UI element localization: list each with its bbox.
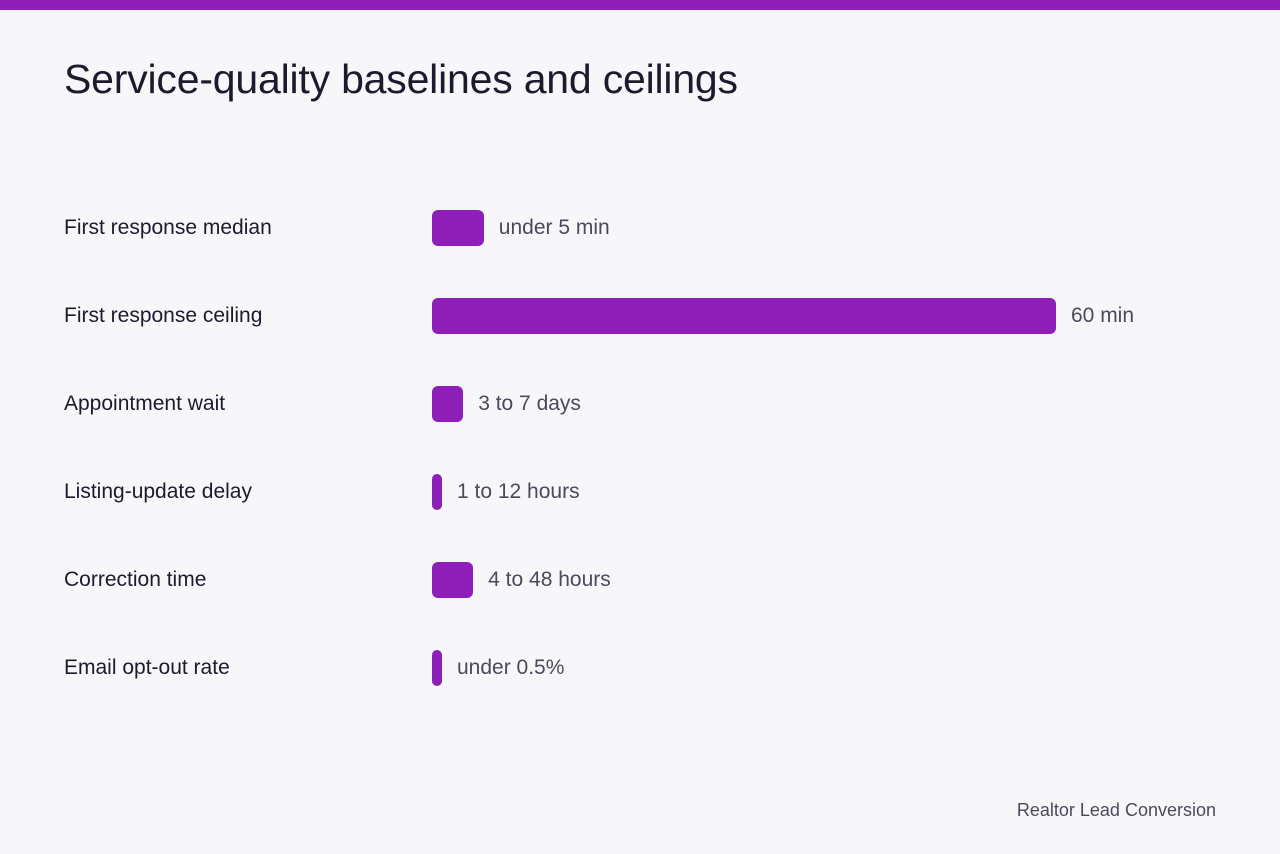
category-label: Appointment wait	[64, 392, 226, 415]
data-label: under 5 min	[498, 216, 610, 239]
data-label: 3 to 7 days	[478, 392, 581, 415]
top-accent-bar	[0, 0, 1280, 10]
bar	[432, 386, 464, 422]
bar	[432, 474, 442, 510]
bar	[432, 650, 442, 686]
category-label: Listing-update delay	[64, 480, 252, 503]
category-label: First response ceiling	[64, 304, 263, 327]
category-label: Email opt-out rate	[64, 656, 230, 679]
bar	[432, 562, 474, 598]
data-label: 60 min	[1071, 304, 1135, 327]
footer-brand: Realtor Lead Conversion	[1016, 800, 1216, 820]
data-label: 1 to 12 hours	[457, 480, 580, 503]
chart-title: Service-quality baselines and ceilings	[64, 56, 738, 102]
data-label: under 0.5%	[457, 656, 565, 679]
bar	[432, 298, 1056, 334]
category-label: Correction time	[64, 568, 207, 591]
category-label: First response median	[64, 216, 272, 239]
data-label: 4 to 48 hours	[488, 568, 611, 591]
bar	[432, 210, 484, 246]
